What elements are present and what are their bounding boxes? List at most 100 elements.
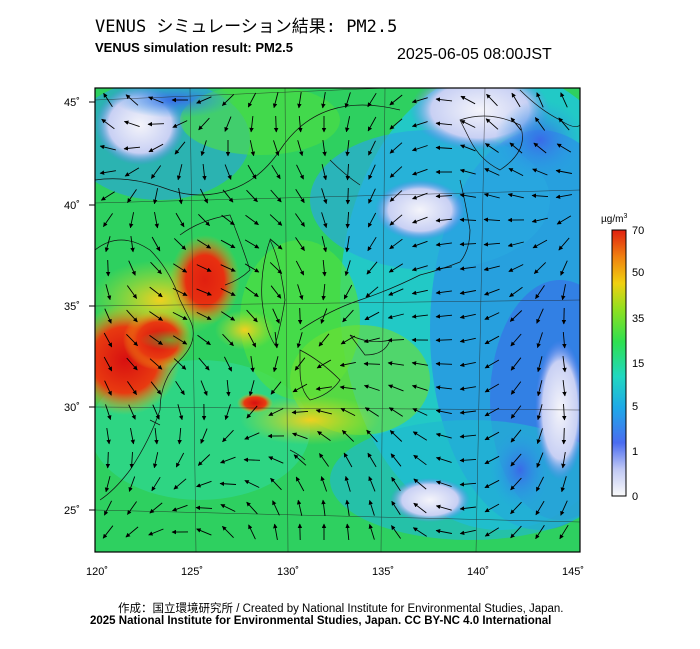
wind-arrow [508, 167, 524, 177]
wind-arrow [226, 379, 231, 397]
wind-arrow [484, 527, 500, 537]
wind-arrow [248, 380, 255, 397]
wind-arrow [149, 311, 163, 321]
wind-arrow [531, 193, 549, 198]
wind-arrow [197, 334, 211, 346]
wind-arrow [460, 120, 476, 128]
wind-arrow [345, 523, 350, 541]
wind-arrow [412, 192, 428, 200]
wind-arrow [246, 405, 258, 419]
lon-label-120: 120˚ [86, 566, 108, 578]
wind-arrow [561, 284, 566, 301]
wind-arrow [531, 217, 548, 224]
wind-arrow [345, 187, 351, 205]
wind-arrow [459, 193, 476, 198]
wind-arrow [172, 335, 188, 345]
wind-arrow [484, 407, 500, 417]
wind-arrow [435, 97, 453, 102]
wind-arrow [196, 264, 212, 272]
wind-arrow [148, 143, 164, 153]
wind-arrow [148, 96, 164, 104]
wind-arrow [220, 239, 236, 249]
wind-arrow [272, 92, 279, 109]
wind-arrow [483, 242, 501, 247]
wind-arrow [368, 188, 376, 204]
wind-arrow [127, 189, 137, 203]
wind-arrow [273, 523, 278, 540]
wind-arrow [298, 115, 303, 133]
wind-arrow [389, 430, 403, 442]
wind-arrow [345, 211, 350, 229]
wind-arrow [510, 381, 522, 395]
colorbar-tick-1: 1 [632, 446, 638, 458]
wind-arrow [459, 458, 477, 463]
wind-arrow [198, 117, 210, 131]
wind-arrow [435, 290, 452, 295]
wind-arrow [368, 164, 376, 180]
wind-arrow [532, 239, 548, 249]
wind-arrow [344, 260, 351, 277]
wind-arrow [555, 194, 572, 199]
wind-arrow [367, 452, 377, 468]
concentration-field [95, 88, 580, 552]
wind-arrow [560, 260, 568, 276]
wind-arrow [508, 264, 524, 272]
wind-arrow [411, 121, 428, 128]
wind-arrow [222, 189, 234, 203]
wind-arrow [125, 526, 139, 538]
wind-arrow [459, 313, 476, 320]
wind-arrow [345, 163, 350, 181]
wind-arrow [340, 407, 356, 417]
wind-arrow [510, 501, 522, 515]
wind-arrow [270, 381, 282, 395]
wind-arrow [413, 502, 427, 514]
wind-arrow [509, 286, 523, 298]
wind-arrow [339, 385, 356, 390]
lat-label-30: 30˚ [64, 402, 80, 414]
wind-arrow [535, 500, 545, 516]
wind-arrow [459, 168, 476, 175]
wind-arrow [536, 356, 543, 373]
wind-arrow [510, 333, 522, 347]
wind-arrow [172, 287, 188, 297]
wind-arrow [196, 480, 212, 488]
wind-arrow [319, 453, 329, 467]
wind-arrow [363, 384, 380, 391]
wind-arrow [174, 141, 186, 155]
colorbar-scale [611, 229, 627, 497]
wind-arrow [342, 309, 354, 323]
wind-arrow [363, 337, 380, 344]
wind-arrow [484, 312, 500, 320]
wind-arrow [460, 95, 476, 105]
wind-arrow [507, 241, 524, 248]
wind-arrow [105, 284, 112, 301]
wind-arrow [270, 477, 282, 491]
colorbar: µg/m3 70 50 35 15 5 1 0 [601, 213, 644, 503]
wind-arrow [151, 236, 161, 252]
wind-arrow [268, 456, 284, 464]
wind-arrow [558, 237, 570, 251]
colorbar-unit: µg/m3 [601, 213, 627, 225]
wind-arrow [295, 213, 305, 227]
title-japanese: VENUS シミュレーション結果: PM2.5 [95, 17, 398, 37]
wind-arrow [320, 308, 328, 324]
wind-arrow [367, 212, 377, 228]
wind-arrow [294, 357, 306, 371]
wind-arrow [196, 96, 212, 104]
wind-arrow [412, 431, 428, 441]
wind-arrow [413, 454, 427, 466]
wind-arrow [510, 357, 522, 371]
wind-arrow [345, 499, 350, 516]
wind-arrow [220, 504, 236, 512]
wind-arrow [105, 404, 112, 421]
wind-arrow [103, 92, 113, 107]
lon-label-140: 140˚ [467, 566, 489, 578]
wind-arrow [560, 500, 568, 516]
wind-arrow [315, 408, 332, 415]
wind-arrow [536, 308, 544, 324]
wind-arrow [459, 290, 476, 295]
map-frame [94, 87, 581, 553]
wind-arrow [533, 262, 547, 274]
wind-arrow [129, 451, 134, 469]
